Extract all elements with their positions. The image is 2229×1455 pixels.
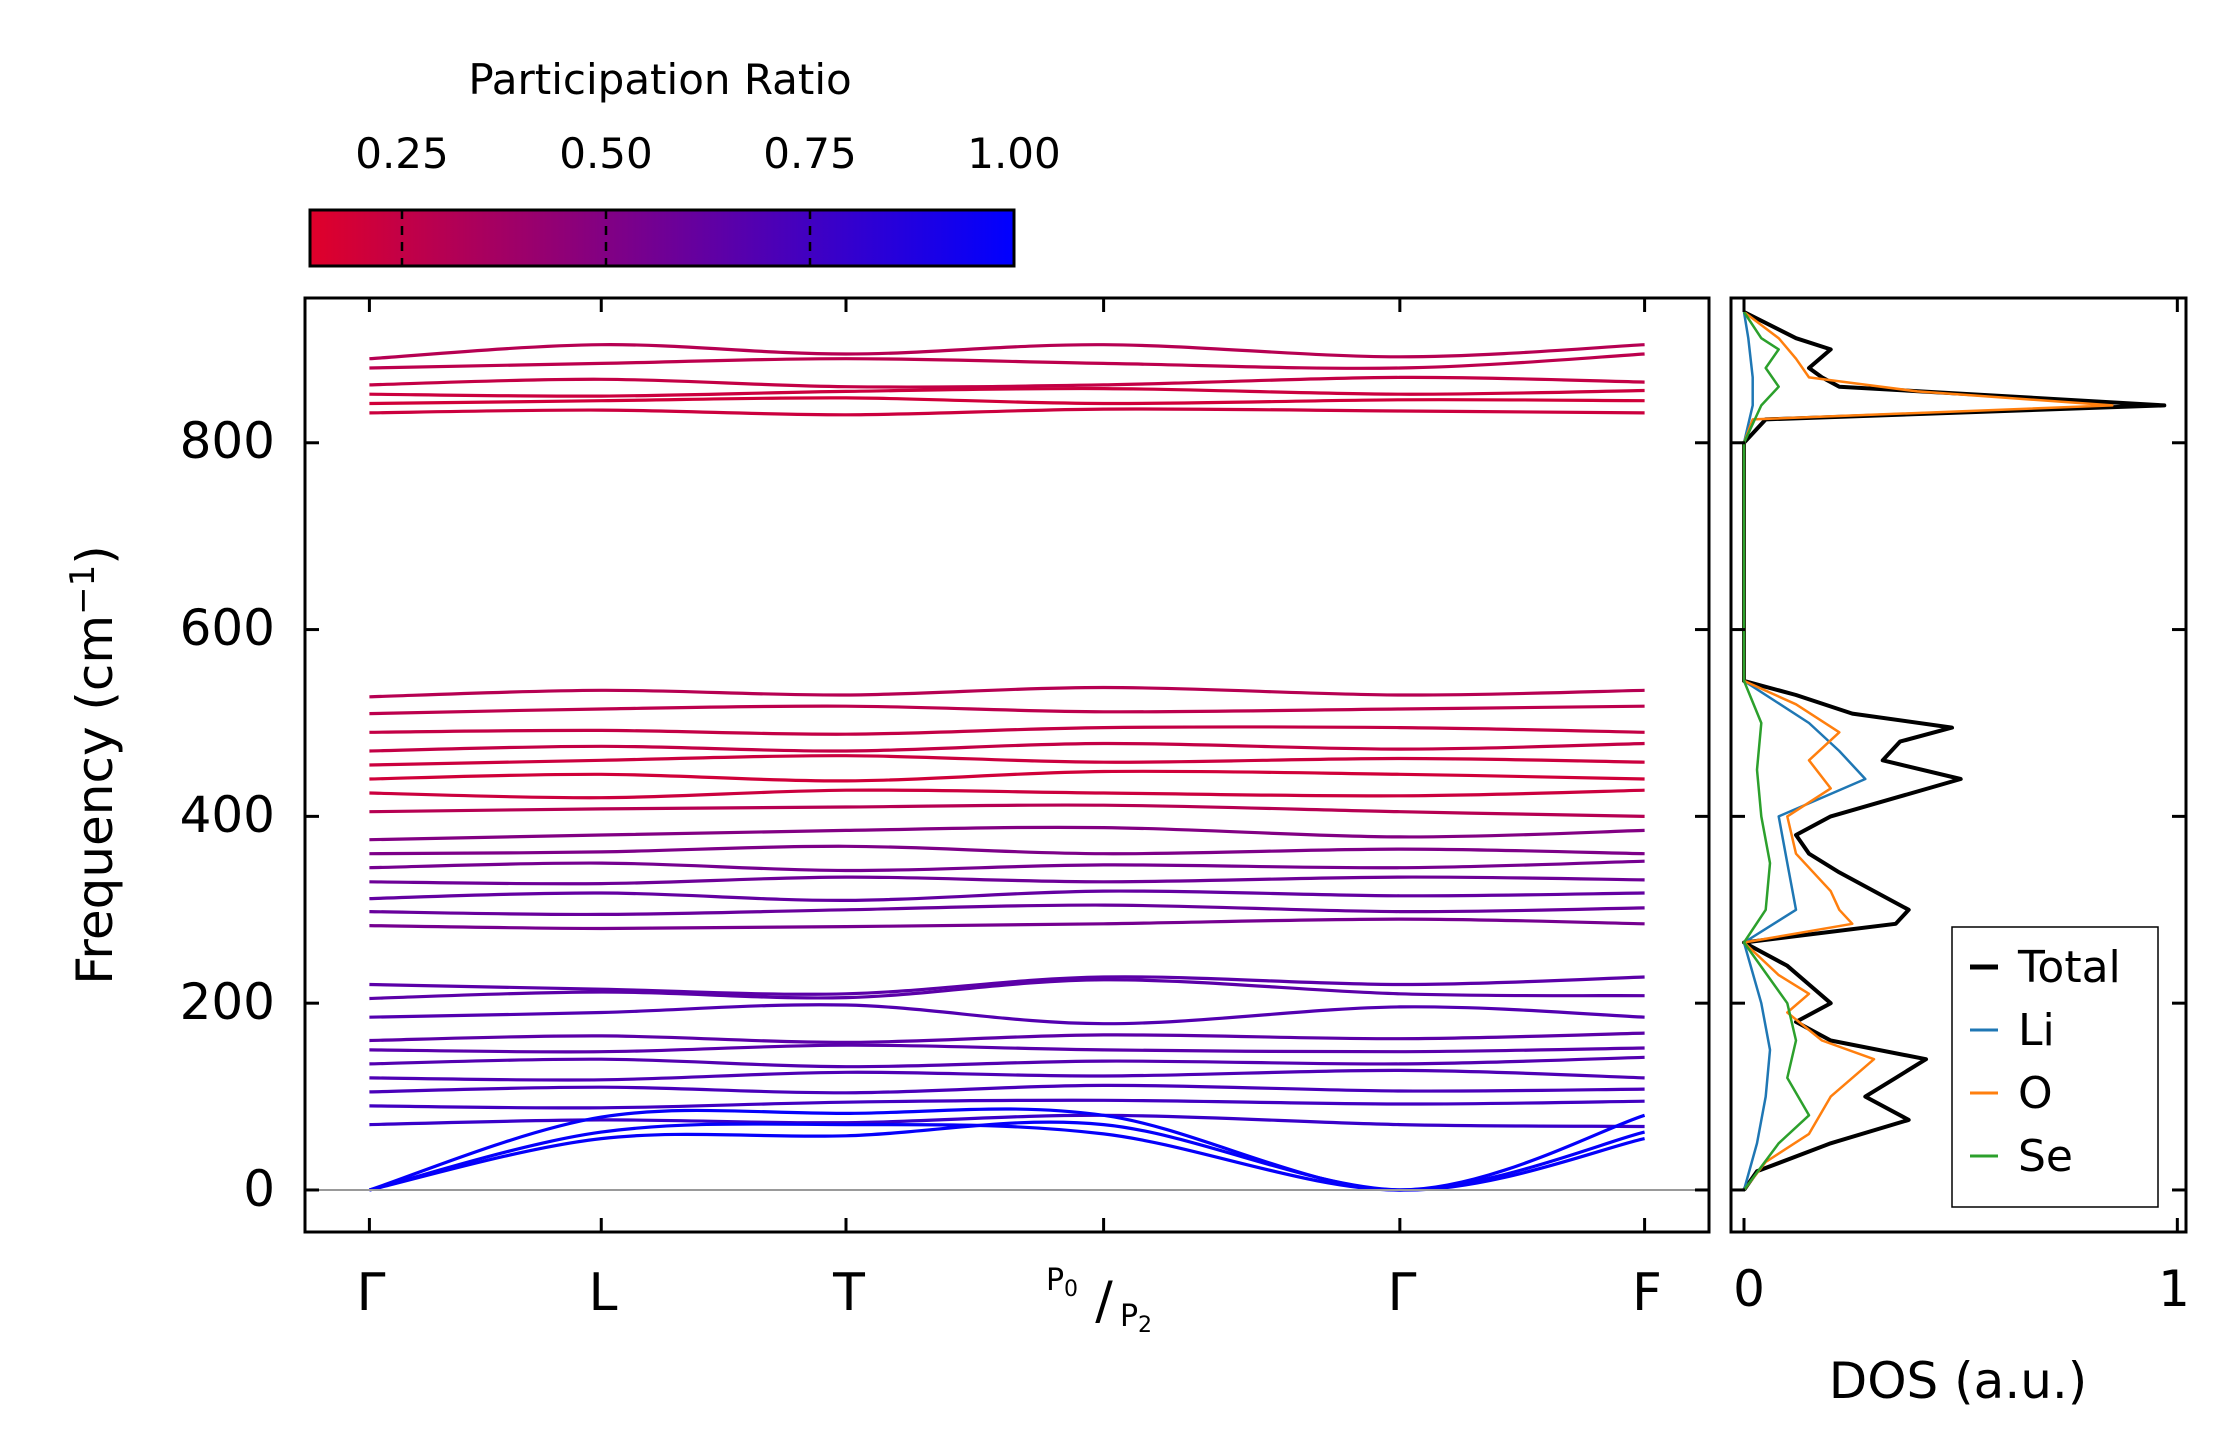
colorbar-tick-label: 0.25 — [355, 129, 449, 178]
phonon-band-20 — [369, 769, 1645, 783]
x-tick-label-gamma: Γ — [1388, 1263, 1417, 1323]
band-structure-panel: 0 200 400 600 800 Frequency (cm−1) Γ L T… — [63, 296, 1711, 1338]
phonon-band-8 — [369, 1003, 1645, 1026]
colorbar-gradient — [308, 208, 1016, 268]
phonon-band-5 — [369, 1055, 1645, 1069]
dos-curve-li — [1742, 311, 1867, 1191]
phonon-band-26 — [369, 407, 1645, 417]
phonon-band-9 — [369, 978, 1645, 1001]
dos-x-tick-label: 1 — [2158, 1260, 2190, 1318]
svg-text:/: / — [1095, 1271, 1113, 1331]
colorbar-tick-label: 0.75 — [763, 129, 857, 178]
band-axis-ticks — [305, 298, 1709, 1232]
phonon-band-23 — [369, 725, 1645, 736]
legend-label-se: Se — [2018, 1131, 2073, 1182]
y-tick-label: 0 — [243, 1160, 275, 1218]
dos-curve-se — [1742, 311, 1811, 1191]
phonon-band-17 — [369, 825, 1645, 842]
legend-label-total: Total — [2017, 942, 2121, 993]
legend-label-li: Li — [2018, 1005, 2055, 1056]
acoustic-2-branch — [369, 1122, 1645, 1192]
phonon-band-27 — [369, 396, 1645, 406]
phonon-band-18 — [369, 803, 1645, 818]
legend-label-o: O — [2018, 1068, 2053, 1119]
phonon-band-29 — [369, 375, 1645, 389]
dos-axis-ticks — [1731, 298, 2186, 1232]
x-tick-label-t: T — [832, 1263, 865, 1323]
dos-curves — [1742, 310, 2167, 1192]
colorbar-tick-label: 0.50 — [559, 129, 653, 178]
y-tick-label: 400 — [180, 786, 275, 844]
y-tick-label: 800 — [180, 412, 275, 470]
phonon-band-6 — [369, 1043, 1645, 1054]
bands-layer — [368, 343, 1646, 1192]
phonon-band-14 — [369, 875, 1645, 886]
phonon-band-15 — [369, 859, 1645, 873]
y-axis-label: Frequency (cm−1) — [63, 545, 124, 985]
x-tick-label-p0-p2: P0 / P2 — [1046, 1263, 1152, 1338]
phonon-band-25 — [369, 685, 1645, 699]
phonon-band-11 — [369, 917, 1645, 931]
phonon-band-28 — [369, 386, 1645, 398]
phonon-band-22 — [369, 741, 1645, 753]
svg-text:P2: P2 — [1120, 1299, 1152, 1338]
acoustic-1-branch — [369, 1120, 1645, 1192]
band-plot-frame — [303, 296, 1711, 1234]
phonon-band-4 — [369, 1068, 1645, 1082]
phonon-band-19 — [369, 788, 1645, 800]
dos-curve-o — [1742, 311, 2114, 1191]
phonon-band-30 — [369, 352, 1645, 370]
dos-curve-total — [1742, 310, 2167, 1192]
colorbar: Participation Ratio 0.25 0.50 0.75 1.00 — [308, 55, 1061, 268]
phonon-band-21 — [369, 754, 1645, 767]
dos-x-tick-label: 0 — [1733, 1260, 1765, 1318]
phonon-band-2 — [369, 1098, 1645, 1110]
x-tick-label-f: F — [1632, 1263, 1662, 1323]
phonon-band-7 — [369, 1031, 1645, 1045]
dos-x-axis-label: DOS (a.u.) — [1829, 1352, 2088, 1410]
svg-text:P0: P0 — [1046, 1263, 1078, 1302]
phonon-band-31 — [369, 343, 1645, 361]
acoustic-3-branch — [368, 1107, 1646, 1192]
x-tick-label-l: L — [589, 1263, 618, 1323]
phonon-band-10 — [369, 975, 1645, 996]
dos-legend: Total Li O Se — [1951, 926, 2159, 1208]
phonon-band-16 — [369, 844, 1645, 856]
y-tick-label: 200 — [180, 973, 275, 1031]
legend-box — [1951, 926, 2159, 1208]
phonon-band-13 — [369, 889, 1645, 903]
phonon-band-3 — [369, 1083, 1645, 1095]
dos-plot-frame — [1729, 296, 2188, 1234]
dos-panel: 0 1 DOS (a.u.) Total Li O Se — [1729, 296, 2190, 1410]
colorbar-title: Participation Ratio — [468, 55, 851, 104]
x-tick-label-gamma: Γ — [357, 1263, 386, 1323]
y-tick-label: 600 — [180, 599, 275, 657]
phonon-band-24 — [369, 704, 1645, 716]
phonon-band-12 — [369, 903, 1645, 917]
colorbar-tick-label: 1.00 — [967, 129, 1061, 178]
